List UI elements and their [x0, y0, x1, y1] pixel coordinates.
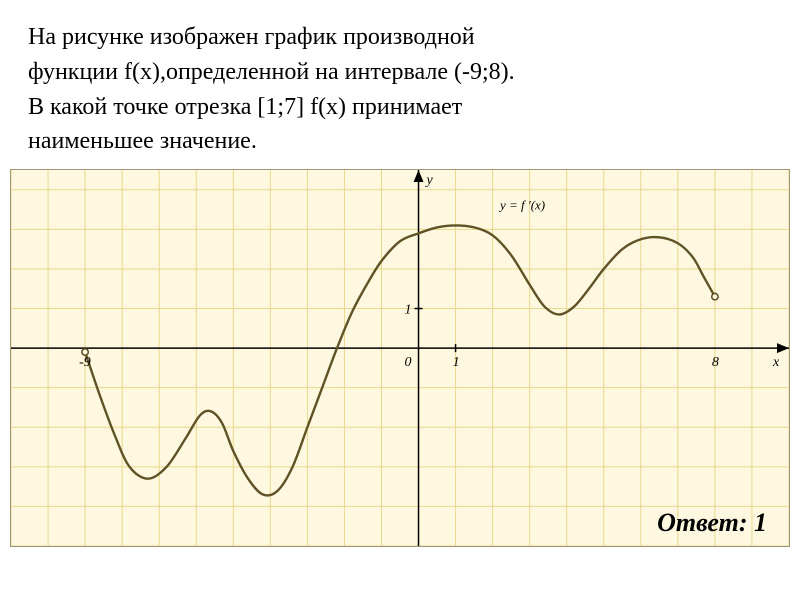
svg-text:0: 0 — [405, 355, 412, 370]
derivative-chart: 0 1 1 y x y = f '(x) -9 8 Ответ: 1 — [10, 169, 790, 547]
problem-line-3: В какой точке отрезка [1;7] f(x) принима… — [28, 90, 772, 125]
answer-text: Ответ: 1 — [657, 508, 767, 538]
problem-line-4: наименьшее значение. — [28, 124, 772, 159]
problem-line-1: На рисунке изображен график производной — [28, 20, 772, 55]
problem-line-2: функции f(x),определенной на интервале (… — [28, 55, 772, 90]
svg-text:-9: -9 — [79, 355, 91, 370]
svg-text:8: 8 — [712, 355, 719, 370]
svg-text:1: 1 — [453, 355, 460, 370]
svg-text:1: 1 — [405, 303, 412, 318]
chart-svg: 0 1 1 y x y = f '(x) -9 8 — [11, 170, 789, 546]
problem-statement: На рисунке изображен график производной … — [0, 0, 800, 169]
svg-text:x: x — [772, 355, 780, 370]
svg-text:y = f '(x): y = f '(x) — [498, 198, 545, 213]
svg-text:y: y — [425, 173, 434, 188]
